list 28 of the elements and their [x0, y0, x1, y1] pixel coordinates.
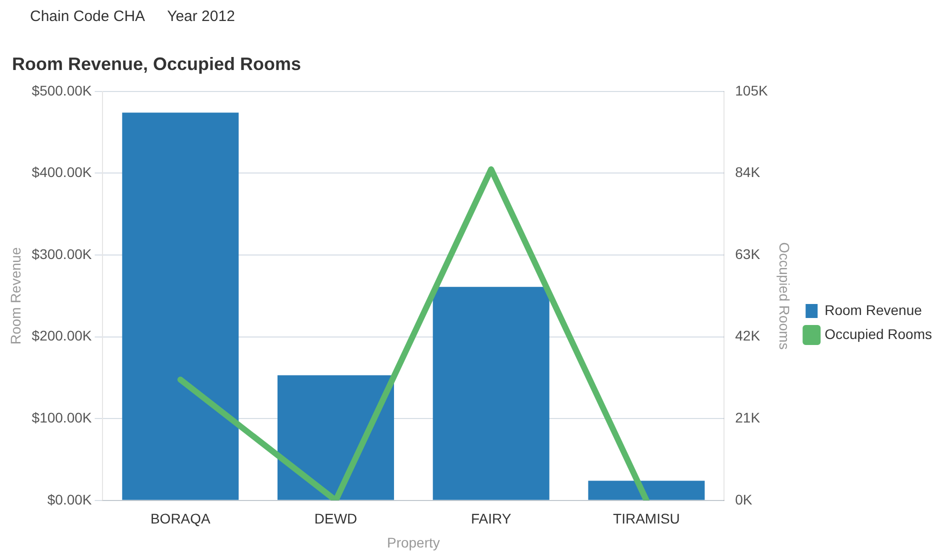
chart-title: Room Revenue, Occupied Rooms: [12, 54, 302, 75]
y-tick-label: $300.00K: [32, 246, 92, 262]
y-tick-label: $400.00K: [32, 164, 92, 180]
legend-label: Occupied Rooms: [824, 326, 932, 342]
x-tick-label: TIRAMISU: [613, 510, 680, 527]
y-tick-label: $100.00K: [32, 409, 92, 426]
y-tick-label: $200.00K: [32, 328, 92, 344]
bar: [122, 112, 239, 500]
y2-tick-label: 84K: [735, 164, 761, 180]
bar: [588, 480, 705, 500]
y2-tick-label: 0K: [735, 491, 753, 508]
x-axis-title: Property: [386, 534, 440, 550]
bar: [278, 375, 394, 500]
text: Chain Code CHA: [30, 8, 146, 25]
x-tick-label: DEWD: [314, 510, 358, 527]
legend-label: Room Revenue: [824, 302, 922, 318]
y-tick-label: $0.00K: [47, 491, 92, 508]
y-tick-label: $500.00K: [32, 82, 92, 98]
x-tick-label: BORAQA: [150, 510, 212, 527]
y2-tick-label: 63K: [735, 246, 761, 262]
bar: [432, 286, 550, 500]
y2-tick-label: 42K: [735, 328, 761, 344]
y2-tick-label: 21K: [735, 409, 761, 426]
y-axis-title: Room Revenue: [7, 247, 24, 345]
x-tick-label: FAIRY: [471, 510, 512, 527]
y2-axis-title: Occupied Rooms: [776, 242, 792, 350]
y2-tick-label: 105K: [735, 82, 768, 98]
text: Year 2012: [167, 8, 235, 25]
